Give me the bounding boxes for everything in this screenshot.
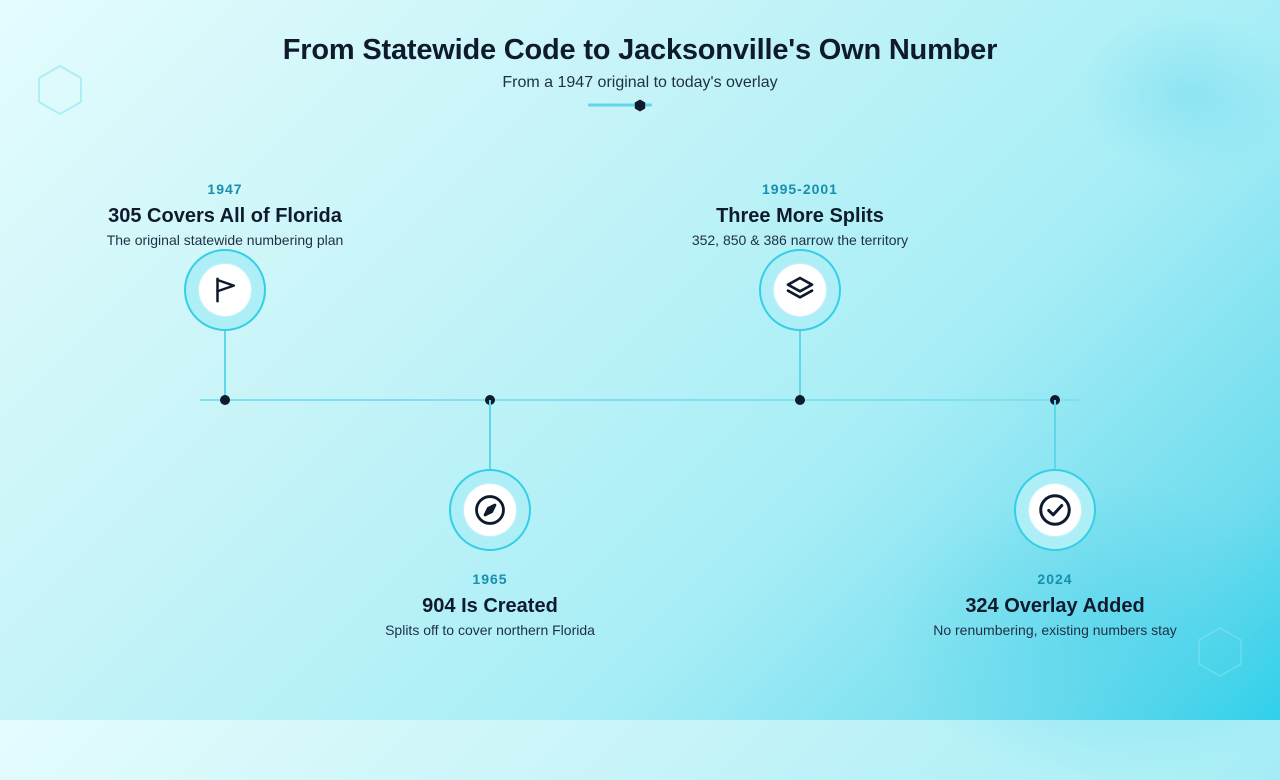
event-node <box>184 249 266 331</box>
timeline-dot <box>795 395 805 405</box>
hexagon-decoration-icon <box>1198 627 1242 677</box>
event-description: The original statewide numbering plan <box>106 232 344 248</box>
event-title: Three More Splits <box>716 205 884 227</box>
event-year: 1965 <box>472 571 508 587</box>
event-connector <box>224 331 226 400</box>
event-label: 2024 324 Overlay Added No renumbering, e… <box>895 571 1215 638</box>
event-year: 2024 <box>1037 571 1073 587</box>
event-title: 324 Overlay Added <box>965 595 1145 617</box>
event-label: 1947 305 Covers All of Florida The origi… <box>65 181 385 248</box>
title-divider <box>588 99 652 112</box>
event-year: 1947 <box>207 181 243 197</box>
event-year: 1995-2001 <box>762 181 838 197</box>
layers-icon <box>786 276 814 299</box>
timeline-dot <box>220 395 230 405</box>
event-node <box>449 469 531 551</box>
event-description: Splits off to cover northern Florida <box>385 622 595 638</box>
event-connector <box>1054 400 1056 469</box>
compass-icon <box>475 495 505 525</box>
event-title: 904 Is Created <box>422 595 558 617</box>
check-circle-icon <box>1039 494 1071 526</box>
header: From Statewide Code to Jacksonville's Ow… <box>0 30 1280 94</box>
timeline-axis <box>200 399 1080 401</box>
page-subtitle: From a 1947 original to today's overlay <box>502 74 778 91</box>
event-description: No renumbering, existing numbers stay <box>933 622 1177 638</box>
hexagon-marker-icon <box>634 99 646 112</box>
event-description: 352, 850 & 386 narrow the territory <box>691 232 909 248</box>
event-node <box>1014 469 1096 551</box>
hexagon-decoration-icon <box>38 64 82 116</box>
page-title: From Statewide Code to Jacksonville's Ow… <box>282 34 998 66</box>
event-label: 1965 904 Is Created Splits off to cover … <box>330 571 650 638</box>
event-node <box>759 249 841 331</box>
event-title: 305 Covers All of Florida <box>108 205 342 227</box>
flag-icon <box>216 277 235 303</box>
event-label: 1995-2001 Three More Splits 352, 850 & 3… <box>640 181 960 248</box>
event-connector <box>489 400 491 469</box>
event-connector <box>799 331 801 400</box>
